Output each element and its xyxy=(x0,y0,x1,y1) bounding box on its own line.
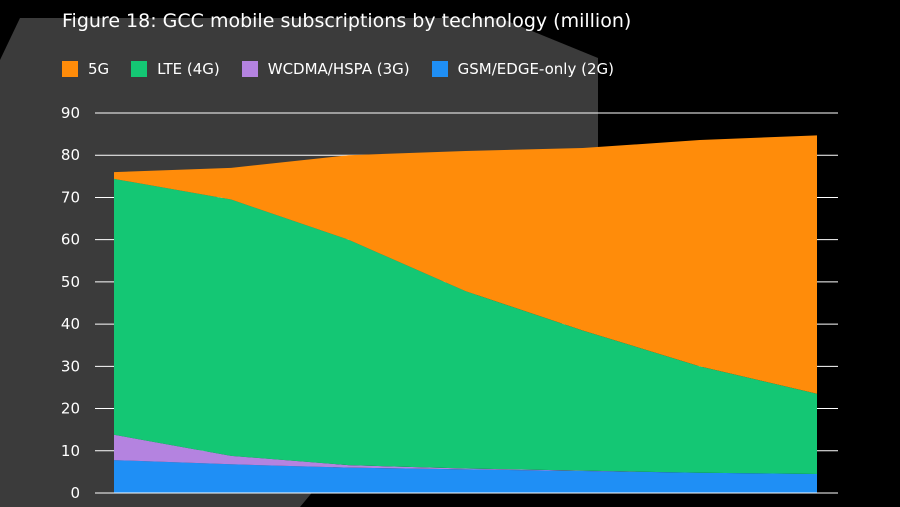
chart-legend: 5G LTE (4G) WCDMA/HSPA (3G) GSM/EDGE-onl… xyxy=(62,60,636,78)
y-tick-label: 70 xyxy=(61,188,80,206)
y-tick-label: 10 xyxy=(61,442,80,460)
legend-item-lte: LTE (4G) xyxy=(131,60,220,78)
area-gsm-edge-only-2g xyxy=(114,460,817,493)
legend-swatch xyxy=(431,61,448,77)
chart-title: Figure 18: GCC mobile subscriptions by t… xyxy=(62,10,632,32)
area-wcdma-hspa-3g xyxy=(114,434,817,474)
area-lte-4g xyxy=(114,178,817,474)
y-tick-label: 20 xyxy=(61,400,80,418)
legend-label: WCDMA/HSPA (3G) xyxy=(267,60,410,78)
legend-item-5g: 5G xyxy=(62,60,109,78)
area-5g xyxy=(114,135,817,394)
y-tick-label: 90 xyxy=(61,104,80,122)
legend-item-gsm: GSM/EDGE-only (2G) xyxy=(431,60,614,78)
legend-swatch xyxy=(241,61,258,77)
legend-label: GSM/EDGE-only (2G) xyxy=(457,60,614,78)
y-tick-label: 50 xyxy=(61,273,80,291)
y-tick-label: 60 xyxy=(61,231,80,249)
legend-swatch xyxy=(131,61,148,77)
legend-label: LTE (4G) xyxy=(157,60,220,78)
legend-label: 5G xyxy=(88,60,110,78)
y-tick-label: 40 xyxy=(61,315,80,333)
y-tick-label: 80 xyxy=(61,146,80,164)
legend-item-wcdma: WCDMA/HSPA (3G) xyxy=(241,60,410,78)
legend-swatch xyxy=(62,61,78,77)
y-tick-label: 30 xyxy=(61,357,80,375)
y-tick-label: 0 xyxy=(70,484,80,502)
